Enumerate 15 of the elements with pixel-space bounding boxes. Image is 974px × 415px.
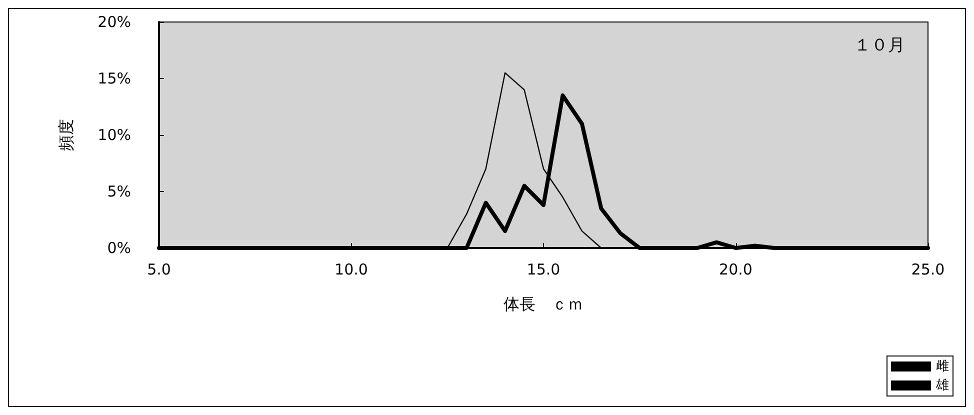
y-tick-label: 10% [98, 126, 131, 144]
x-tick-label: 25.0 [911, 260, 945, 278]
x-tick-label: 5.0 [147, 260, 171, 278]
x-tick-label: 20.0 [719, 260, 752, 278]
y-tick-label: 0% [107, 239, 131, 257]
legend-label: 雄 [935, 378, 949, 393]
x-axis-title: 体長 ｃｍ [504, 294, 584, 314]
annotation: １０月 [854, 36, 905, 56]
y-tick-label: 15% [98, 70, 131, 88]
y-tick-label: 20% [98, 13, 131, 31]
x-tick-label: 10.0 [334, 260, 368, 278]
x-tick-label: 15.0 [526, 260, 560, 278]
legend-label: 雌 [936, 359, 949, 374]
y-tick-label: 5% [107, 182, 131, 200]
y-axis-title: 頻度 [56, 119, 76, 151]
